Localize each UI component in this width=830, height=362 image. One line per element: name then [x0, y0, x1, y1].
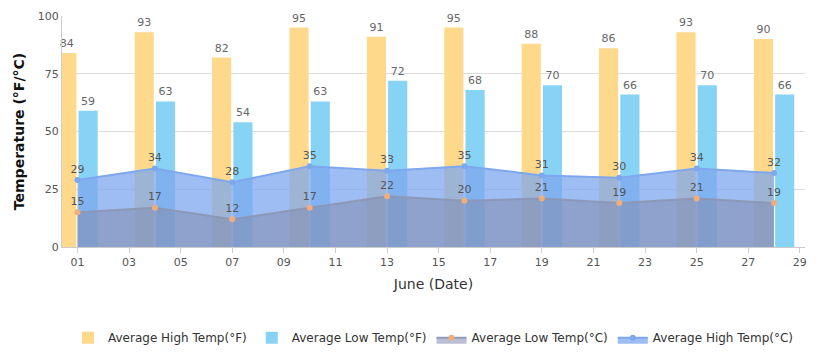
- svg-text:35: 35: [303, 149, 317, 162]
- svg-text:93: 93: [679, 16, 693, 29]
- svg-text:23: 23: [638, 256, 652, 269]
- svg-text:Average High Temp(°C): Average High Temp(°C): [653, 331, 793, 345]
- svg-text:75: 75: [45, 68, 59, 81]
- svg-text:66: 66: [623, 79, 637, 92]
- svg-text:72: 72: [391, 65, 405, 78]
- svg-text:05: 05: [174, 256, 188, 269]
- svg-text:50: 50: [45, 125, 59, 138]
- svg-text:30: 30: [612, 160, 626, 173]
- svg-text:29: 29: [793, 256, 807, 269]
- svg-text:32: 32: [767, 156, 781, 169]
- svg-text:13: 13: [380, 256, 394, 269]
- svg-text:95: 95: [292, 12, 306, 25]
- svg-text:95: 95: [447, 12, 461, 25]
- svg-text:19: 19: [612, 186, 626, 199]
- svg-text:12: 12: [225, 202, 239, 215]
- svg-text:82: 82: [215, 42, 229, 55]
- svg-text:91: 91: [369, 21, 383, 34]
- svg-text:34: 34: [148, 151, 162, 164]
- svg-text:21: 21: [690, 181, 704, 194]
- svg-text:Average Low Temp(°F): Average Low Temp(°F): [292, 331, 427, 345]
- svg-text:17: 17: [148, 190, 162, 203]
- svg-text:66: 66: [778, 79, 792, 92]
- svg-text:34: 34: [690, 151, 704, 164]
- svg-text:63: 63: [313, 85, 327, 98]
- svg-text:19: 19: [767, 186, 781, 199]
- svg-text:35: 35: [457, 149, 471, 162]
- svg-text:25: 25: [690, 256, 704, 269]
- svg-text:29: 29: [70, 163, 84, 176]
- svg-text:59: 59: [81, 95, 95, 108]
- svg-text:31: 31: [535, 158, 549, 171]
- svg-text:28: 28: [225, 165, 239, 178]
- svg-text:93: 93: [137, 16, 151, 29]
- svg-text:Temperature (°F/°C): Temperature (°F/°C): [11, 53, 27, 210]
- svg-text:20: 20: [457, 183, 471, 196]
- svg-text:27: 27: [741, 256, 755, 269]
- svg-text:0: 0: [52, 241, 59, 254]
- svg-text:07: 07: [225, 256, 239, 269]
- svg-text:33: 33: [380, 153, 394, 166]
- svg-text:88: 88: [524, 28, 538, 41]
- svg-text:21: 21: [535, 181, 549, 194]
- svg-text:84: 84: [60, 37, 74, 50]
- svg-text:15: 15: [70, 195, 84, 208]
- svg-text:Average Low Temp(°C): Average Low Temp(°C): [472, 331, 608, 345]
- svg-text:70: 70: [700, 69, 714, 82]
- svg-text:68: 68: [468, 74, 482, 87]
- svg-text:17: 17: [483, 256, 497, 269]
- svg-text:22: 22: [380, 179, 394, 192]
- svg-text:90: 90: [756, 23, 770, 36]
- svg-text:54: 54: [236, 106, 250, 119]
- svg-text:21: 21: [586, 256, 600, 269]
- svg-text:25: 25: [45, 183, 59, 196]
- svg-text:11: 11: [328, 256, 342, 269]
- svg-text:15: 15: [432, 256, 446, 269]
- svg-text:01: 01: [70, 256, 84, 269]
- svg-text:86: 86: [602, 32, 616, 45]
- svg-text:63: 63: [159, 85, 173, 98]
- svg-text:19: 19: [535, 256, 549, 269]
- svg-text:17: 17: [303, 190, 317, 203]
- svg-text:Average High Temp(°F): Average High Temp(°F): [108, 331, 247, 345]
- svg-text:100: 100: [38, 10, 59, 23]
- svg-text:03: 03: [122, 256, 136, 269]
- svg-text:June (Date): June (Date): [393, 276, 473, 292]
- svg-text:09: 09: [277, 256, 291, 269]
- svg-text:70: 70: [545, 69, 559, 82]
